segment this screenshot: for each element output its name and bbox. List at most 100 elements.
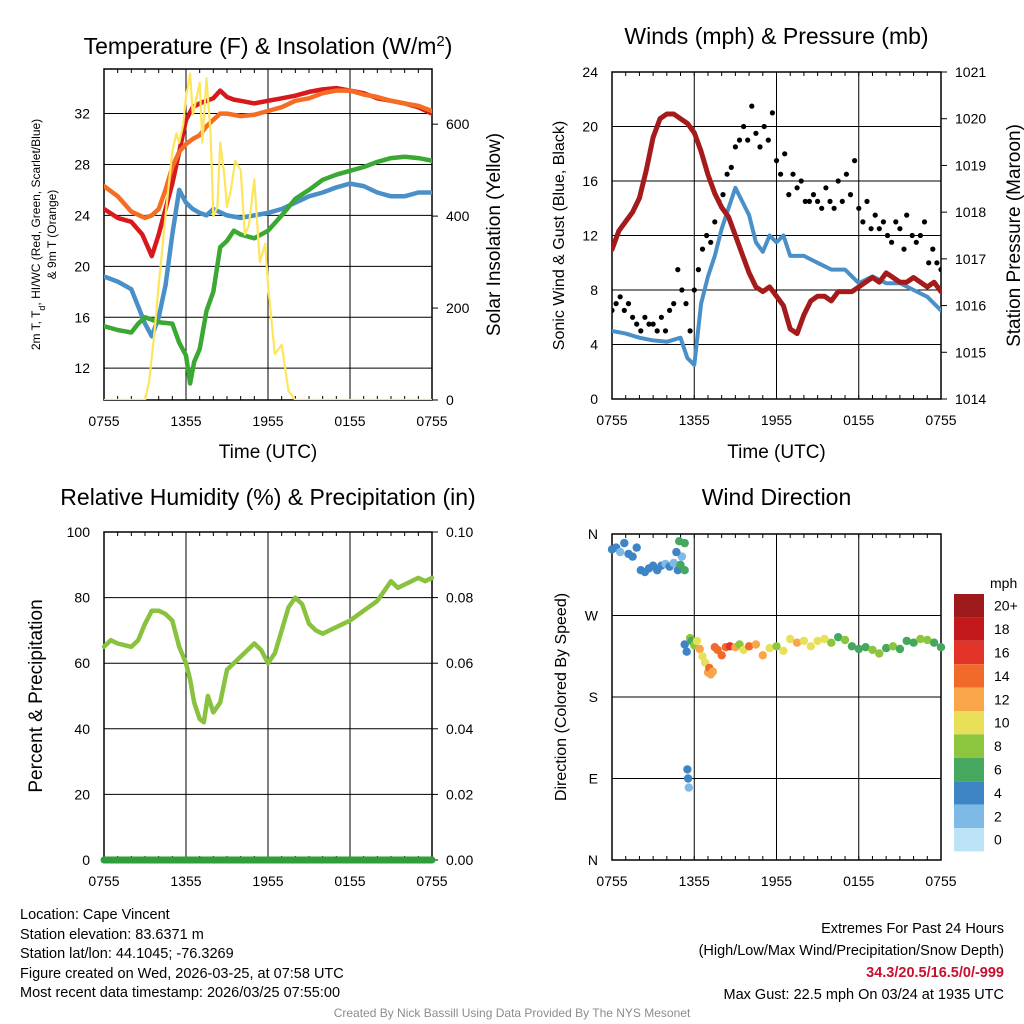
legend-title: mph xyxy=(990,575,1017,591)
gust-point xyxy=(921,219,928,225)
direction-point xyxy=(683,765,692,774)
y-tick-label: 60 xyxy=(74,655,90,671)
gust-point xyxy=(679,287,685,293)
y-tick-label: 32 xyxy=(74,106,90,122)
humidity-precip-panel: 0755 1355 1955 0155 0755 0 20 40 60 80 100 0.00 0.02… xyxy=(26,484,476,889)
y-tick-label: N xyxy=(588,852,598,868)
gust-point xyxy=(757,144,763,150)
direction-point xyxy=(744,642,754,651)
y-tick-label: 8 xyxy=(590,282,598,298)
gust-point xyxy=(704,232,710,239)
extremes-info: Extremes For Past 24 Hours (High/Low/Max… xyxy=(699,918,1004,1006)
gust-point xyxy=(860,219,866,225)
recent-text: Most recent data timestamp: 2026/03/25 0… xyxy=(20,985,341,1001)
extremes-values: 34.3/20.5/16.5/0/-999 xyxy=(866,965,1004,981)
direction-point xyxy=(779,646,788,655)
gust-point xyxy=(683,301,689,307)
y-tick-label: 20 xyxy=(74,786,90,802)
y2-tick-label: 0.10 xyxy=(446,524,473,540)
y-tick-label: 4 xyxy=(590,337,598,353)
gust-point xyxy=(658,314,665,320)
x-tick-label: 1955 xyxy=(252,413,283,429)
temperature-panel: 0755 1355 1955 0155 0755 12 16 20 24 28 32 0 200 400 6… xyxy=(29,33,505,464)
gust-point xyxy=(823,185,829,191)
series-orange xyxy=(104,88,432,221)
gust-point xyxy=(798,178,804,184)
legend-label: 0 xyxy=(994,832,1002,848)
gust-point xyxy=(720,192,726,198)
gust-point xyxy=(901,246,907,252)
y-tick-label: W xyxy=(585,608,599,624)
gust-point xyxy=(646,321,652,327)
gust-point xyxy=(827,198,833,204)
direction-point xyxy=(861,643,870,652)
y2-tick-label: 1019 xyxy=(955,157,986,173)
direction-point xyxy=(682,647,691,656)
series-green xyxy=(104,154,432,386)
gust-point xyxy=(806,198,813,204)
x-tick-label: 0755 xyxy=(596,873,627,889)
gust-point xyxy=(839,198,845,204)
direction-point xyxy=(916,634,925,644)
gust-point xyxy=(926,260,932,266)
direction-point xyxy=(909,638,918,647)
y2-tick-label: 0.04 xyxy=(446,721,473,737)
gust-point xyxy=(667,307,673,313)
max-gust-text: Max Gust: 22.5 mph On 03/24 at 1935 UTC xyxy=(723,987,1004,1003)
direction-point xyxy=(799,636,809,646)
credit-text: Created By Nick Bassill Using Data Provi… xyxy=(333,1006,691,1020)
x-tick-label: 1355 xyxy=(170,413,201,429)
gust-point xyxy=(654,328,660,334)
y2-tick-label: 1016 xyxy=(955,298,986,314)
y-tick-label: 20 xyxy=(74,258,90,274)
x-axis-label: Time (UTC) xyxy=(727,442,826,463)
gust-point xyxy=(790,171,796,177)
location-text: Location: Cape Vincent xyxy=(20,907,170,923)
y2-axis-label: Solar Insolation (Yellow) xyxy=(484,133,505,336)
y2-tick-label: 1018 xyxy=(955,204,986,220)
legend-swatch xyxy=(954,664,984,688)
series-rh xyxy=(101,575,435,725)
direction-point xyxy=(680,640,689,649)
direction-point xyxy=(936,643,946,652)
y-tick-label: S xyxy=(589,689,598,705)
direction-point xyxy=(669,558,678,568)
y-axis-label-2: & 9m T (Orange) xyxy=(45,190,59,280)
gust-point xyxy=(876,226,882,232)
y-tick-label: 16 xyxy=(74,309,90,325)
direction-point xyxy=(717,651,726,660)
direction-point xyxy=(672,547,681,557)
y-axis-label: Percent & Precipitation xyxy=(26,599,47,792)
series-pressure xyxy=(612,111,941,337)
direction-point xyxy=(695,644,704,654)
y2-tick-label: 0.08 xyxy=(446,590,473,606)
gust-point xyxy=(650,321,656,327)
direction-point xyxy=(692,636,702,646)
direction-point xyxy=(929,638,939,647)
legend-label: 6 xyxy=(994,762,1002,778)
y-tick-label: 0 xyxy=(590,391,598,407)
direction-point xyxy=(683,774,693,783)
latlon-text: Station lat/lon: 44.1045; -76.3269 xyxy=(20,946,234,962)
y2-tick-label: 1020 xyxy=(955,111,986,127)
legend-swatch xyxy=(954,734,984,758)
direction-point xyxy=(888,642,898,651)
direction-point xyxy=(840,635,850,645)
gust-point xyxy=(884,232,891,239)
x-tick-label: 1955 xyxy=(761,412,792,428)
x-tick-label: 0755 xyxy=(416,873,447,889)
gust-point xyxy=(736,137,743,143)
extremes-title: Extremes For Past 24 Hours xyxy=(821,921,1004,937)
gust-point xyxy=(794,185,800,191)
legend-swatch xyxy=(954,640,984,665)
gust-point xyxy=(630,314,636,320)
gust-point xyxy=(728,164,734,170)
gust-point xyxy=(930,246,936,252)
gust-point xyxy=(621,307,627,313)
legend-swatch xyxy=(954,757,984,782)
gust-point xyxy=(909,232,915,239)
gust-point xyxy=(625,301,632,307)
gust-point xyxy=(687,328,693,334)
direction-point xyxy=(895,644,905,654)
